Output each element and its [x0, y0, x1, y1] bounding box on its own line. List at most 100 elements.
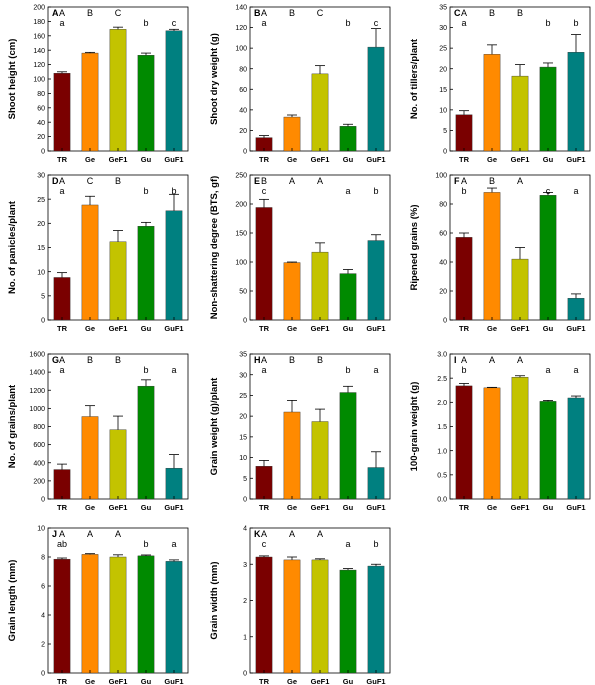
x-tick-label: Ge	[287, 324, 297, 333]
x-tick-label: GuF1	[366, 503, 385, 512]
bar-gu	[137, 385, 155, 500]
bar-guf1	[567, 397, 585, 500]
y-tick-label: 800	[33, 424, 45, 431]
y-tick-label: 2	[41, 642, 45, 649]
panel-letter: A	[52, 8, 59, 18]
y-axis-label: Ripened grains (%)	[409, 204, 420, 290]
y-tick-label: 0	[41, 497, 45, 504]
x-tick-label: Ge	[287, 677, 297, 685]
y-tick-label: 0.0	[437, 497, 447, 504]
significance-letter-upper: B	[317, 355, 323, 365]
significance-letter-upper: B	[261, 176, 267, 186]
y-tick-label: 5	[443, 128, 447, 135]
panel-f: 0 20 40 60 80 100 Ripened grains (%) F TR Ab Ge B Ge…	[409, 173, 591, 333]
y-tick-label: 25	[37, 197, 45, 204]
y-tick-label: 20	[439, 66, 447, 73]
significance-letter-lower: a	[261, 365, 266, 375]
bar-gu	[539, 195, 557, 321]
significance-letter-lower: a	[573, 365, 578, 375]
bar-gu	[339, 392, 357, 500]
y-tick-label: 0	[243, 149, 247, 156]
x-tick-label: Ge	[85, 503, 95, 512]
y-tick-label: 1.0	[437, 448, 447, 455]
bar-ge	[81, 204, 99, 321]
bar-tr	[255, 466, 273, 500]
y-tick-label: 140	[235, 5, 247, 12]
y-tick-label: 80	[37, 91, 45, 98]
x-tick-label: GuF1	[566, 155, 585, 164]
x-tick-label: Gu	[343, 324, 354, 333]
y-tick-label: 3.0	[437, 352, 447, 359]
bar-gef1	[511, 377, 529, 500]
y-tick-label: 10	[37, 526, 45, 533]
significance-letter-lower: b	[373, 186, 378, 196]
significance-letter-lower: b	[461, 365, 466, 375]
panel-letter: H	[254, 355, 261, 365]
y-tick-label: 20	[239, 128, 247, 135]
y-tick-label: 0	[443, 149, 447, 156]
y-tick-label: 25	[439, 46, 447, 53]
y-axis-label: No. of grains/plant	[7, 384, 18, 468]
y-tick-label: 250	[235, 173, 247, 180]
significance-letter-upper: A	[317, 529, 323, 539]
bar-gef1	[511, 75, 529, 152]
x-tick-label: GeF1	[109, 677, 128, 685]
bar-ge	[81, 416, 99, 500]
y-tick-label: 0	[243, 497, 247, 504]
x-tick-label: TR	[57, 677, 68, 685]
panel-g: 0 200 400 600 800 1000 1200 1400 1600 No. of grai…	[7, 352, 189, 512]
significance-letter-upper: B	[115, 176, 121, 186]
y-tick-label: 30	[37, 173, 45, 180]
y-tick-label: 4	[243, 526, 247, 533]
significance-letter-lower: a	[461, 18, 466, 28]
x-tick-label: GeF1	[511, 503, 530, 512]
y-tick-label: 10	[37, 269, 45, 276]
x-tick-label: GeF1	[109, 324, 128, 333]
bar-ge	[483, 192, 501, 321]
x-tick-label: TR	[57, 155, 68, 164]
x-tick-label: Ge	[487, 503, 497, 512]
x-tick-label: Gu	[141, 503, 152, 512]
bar-gu	[137, 226, 155, 321]
bar-guf1	[367, 565, 385, 674]
y-tick-label: 0	[443, 318, 447, 325]
x-tick-label: Gu	[141, 677, 152, 685]
y-tick-label: 30	[239, 372, 247, 379]
y-tick-label: 160	[33, 33, 45, 40]
significance-letter-upper: A	[261, 355, 267, 365]
x-tick-label: Gu	[343, 503, 354, 512]
panel-i: 0.0 0.5 1.0 1.5 2.0 2.5 3.0 100-grain weight (g…	[409, 352, 591, 512]
panel-a: 0 20 40 60 80 100 120 140 160 180 200 Shoot height …	[7, 5, 189, 164]
y-axis-label: 100-grain weight (g)	[409, 382, 420, 472]
panel-c: 0 5 10 15 20 25 30 35 No. of tillers/plant C TR Aa G…	[409, 5, 591, 164]
bar-ge	[283, 559, 301, 674]
x-tick-label: Ge	[287, 503, 297, 512]
bar-gu	[539, 66, 557, 152]
bar-guf1	[165, 561, 183, 674]
significance-letter-lower: c	[262, 539, 267, 549]
bar-tr	[455, 237, 473, 321]
significance-letter-upper: A	[87, 529, 93, 539]
x-tick-label: TR	[459, 324, 470, 333]
y-tick-label: 25	[239, 393, 247, 400]
significance-letter-upper: A	[517, 355, 523, 365]
significance-letter-upper: A	[517, 176, 523, 186]
panel-h: 0 5 10 15 20 25 30 35 Grain weight (g)/plant H TR A…	[209, 352, 391, 512]
significance-letter-upper: A	[261, 529, 267, 539]
x-tick-label: GuF1	[164, 677, 183, 685]
y-tick-label: 4	[41, 613, 45, 620]
y-tick-label: 35	[439, 5, 447, 12]
significance-letter-lower: b	[143, 186, 148, 196]
significance-letter-upper: B	[87, 8, 93, 18]
y-tick-label: 40	[37, 120, 45, 127]
significance-letter-upper: B	[115, 355, 121, 365]
panel-letter: C	[454, 8, 461, 18]
significance-letter-lower: a	[261, 18, 266, 28]
panel-letter: I	[454, 355, 457, 365]
x-tick-label: TR	[259, 155, 270, 164]
y-tick-label: 6	[41, 584, 45, 591]
x-tick-label: Ge	[487, 155, 497, 164]
y-tick-label: 0	[243, 318, 247, 325]
significance-letter-upper: C	[87, 176, 94, 186]
y-tick-label: 120	[33, 62, 45, 69]
